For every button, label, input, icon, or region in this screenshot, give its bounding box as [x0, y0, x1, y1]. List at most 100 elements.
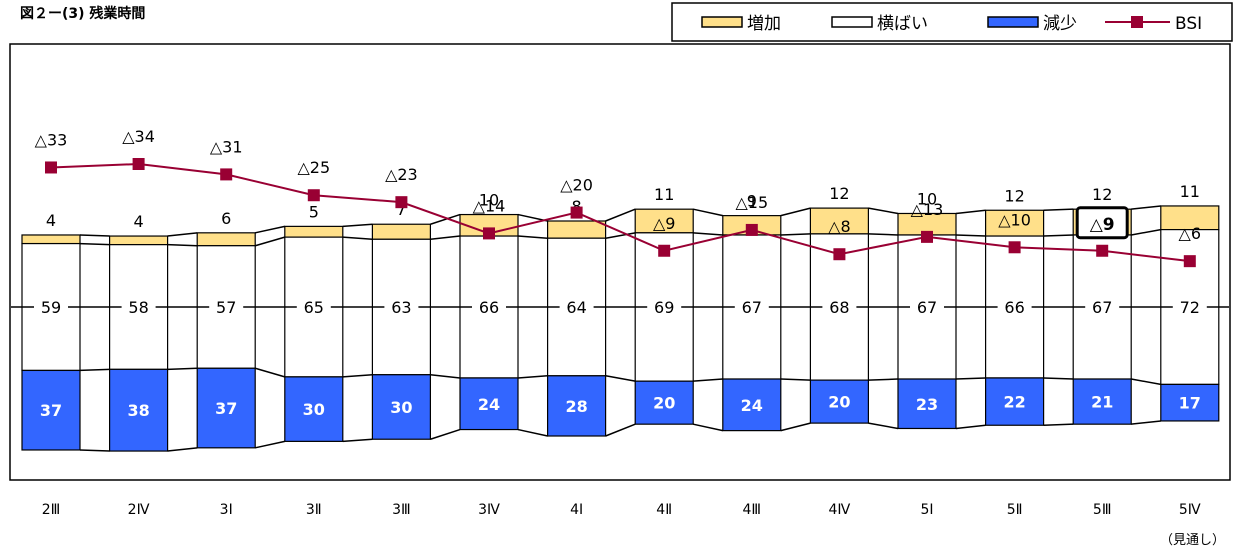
bar-increase	[108, 235, 169, 246]
x-tick-label: 3Ⅳ	[478, 502, 500, 518]
increase-value-label: 11	[654, 185, 674, 204]
bar-connector-line	[255, 225, 285, 234]
bar-connector-line	[955, 377, 986, 380]
decrease-value-label: 17	[1179, 394, 1201, 413]
bar-decrease	[984, 377, 1045, 426]
figure-title: 図２ー(3) 残業時間	[20, 5, 145, 22]
bar-connector-line	[430, 213, 461, 225]
bar-increase	[284, 225, 344, 238]
bar-connector-line	[780, 233, 811, 236]
flat-value-label: 64	[566, 298, 586, 317]
bar-decrease	[897, 378, 957, 430]
flat-value-label: 67	[917, 298, 937, 317]
bar-decrease	[722, 378, 782, 432]
decrease-value-label: 30	[390, 398, 412, 417]
bar-connector-line	[517, 375, 548, 379]
bar-decrease	[1072, 378, 1132, 425]
bsi-value-label: △33	[35, 130, 68, 149]
bar-connector-line	[254, 236, 286, 247]
bar-connector-line	[955, 234, 986, 237]
decrease-value-label: 23	[916, 395, 938, 414]
bar-connector-line	[430, 428, 461, 440]
bsi-marker	[220, 168, 233, 181]
bsi-marker	[658, 244, 671, 257]
increase-value-label: 4	[134, 212, 144, 231]
x-tick-label: 5Ⅳ	[1179, 502, 1201, 518]
bar-connector-line	[693, 208, 723, 217]
increase-value-label: 6	[221, 209, 231, 228]
bar-connector-line	[517, 235, 548, 239]
increase-value-label: 10	[479, 191, 499, 210]
bar-connector-line	[693, 378, 723, 382]
bar-connector-line	[868, 233, 899, 236]
bar-connector-line	[1043, 208, 1074, 211]
flat-value-label: 69	[654, 298, 674, 317]
bar-connector-line	[955, 209, 986, 215]
increase-value-label: 11	[1180, 182, 1200, 201]
bar-connector-line	[167, 232, 198, 237]
increase-value-label: 9	[747, 192, 757, 211]
bar-connector-line	[868, 207, 899, 215]
bar-connector-line	[517, 428, 548, 437]
bar-connector-line	[342, 438, 373, 443]
flat-value-label: 59	[41, 298, 61, 317]
bsi-value-label: △14	[473, 196, 506, 215]
bar-connector-line	[1043, 423, 1074, 426]
bsi-marker	[483, 227, 495, 240]
bsi-highlight-box	[1075, 206, 1129, 240]
decrease-value-label: 20	[653, 394, 675, 413]
bar-connector-line	[79, 368, 110, 372]
bsi-value-label: △34	[122, 127, 155, 146]
x-tick-label: 2Ⅳ	[128, 502, 150, 518]
decrease-value-label: 22	[1003, 393, 1025, 412]
bsi-value-label: △13	[911, 200, 944, 219]
flat-value-label: 57	[216, 298, 236, 317]
x-tick-label: 5Ⅲ	[1093, 502, 1112, 518]
x-tick-label: 3Ⅰ	[220, 502, 233, 518]
increase-value-label: 4	[46, 211, 56, 230]
flat-value-label: 63	[391, 298, 411, 317]
bar-connector-line	[342, 373, 373, 378]
bsi-value-label: △31	[210, 137, 243, 156]
bar-connector-line	[605, 423, 636, 437]
flat-value-label: 58	[128, 298, 148, 317]
bar-connector-line	[79, 242, 110, 246]
increase-value-label: 12	[829, 184, 849, 203]
bar-connector-line	[1131, 420, 1161, 425]
bar-decrease	[371, 374, 431, 440]
stacked-bars: 4 59 37 4 58 38 6 57 37 5 65 30 7 63 30 10 66 24 8 64 28 11 69…	[21, 182, 1220, 452]
x-tick-label: 3Ⅲ	[392, 502, 411, 518]
flat-value-label: 72	[1180, 298, 1200, 317]
plot-area	[9, 43, 1231, 481]
bar-connector-line	[79, 234, 110, 237]
bar-connector-line	[868, 422, 899, 430]
bar-connectors	[79, 205, 1161, 452]
flat-value-label: 67	[1092, 298, 1112, 317]
flat-value-label: 66	[1004, 298, 1024, 317]
decrease-value-label: 24	[478, 395, 500, 414]
legend-label-flat: 横ばい	[877, 14, 928, 34]
bsi-series: △33 △34 △31 △25 △23 △14 △20 △9 △15 △8 △13 △10 △9 △6	[35, 127, 1201, 268]
bar-connector-line	[342, 223, 373, 228]
x-tick-label: 4Ⅲ	[743, 502, 762, 518]
legend-swatch-increase	[701, 16, 743, 28]
bar-connector-line	[605, 375, 636, 382]
increase-value-label: 5	[309, 202, 319, 221]
bar-decrease	[284, 376, 344, 442]
x-tick-label: 4Ⅱ	[656, 502, 672, 518]
bar-decrease	[634, 380, 694, 425]
bsi-marker	[1096, 244, 1109, 257]
x-tick-label: 5Ⅰ	[920, 502, 933, 518]
flat-value-label: 66	[479, 298, 499, 317]
bsi-value-label: △6	[1179, 224, 1201, 243]
decrease-value-label: 38	[127, 401, 149, 420]
legend: 増加 横ばい 減少 BSI	[671, 2, 1233, 42]
legend-swatch-decrease	[987, 16, 1039, 28]
bsi-marker	[745, 223, 758, 236]
bar-connector-line	[79, 449, 110, 452]
flat-value-label: 68	[829, 298, 849, 317]
bsi-marker	[921, 230, 933, 243]
bar-connector-line	[1043, 234, 1074, 237]
bsi-value-label: △15	[735, 193, 768, 212]
decrease-value-label: 30	[303, 400, 325, 419]
